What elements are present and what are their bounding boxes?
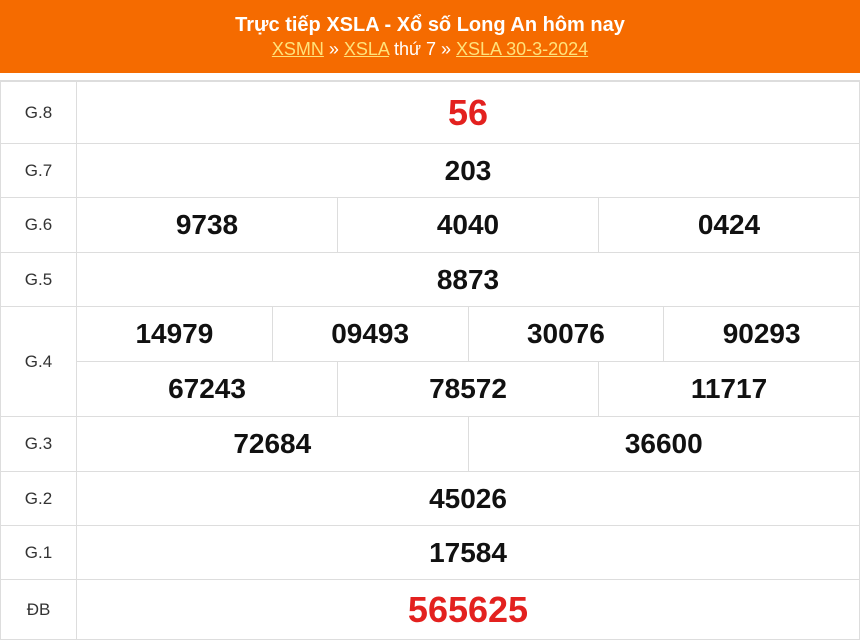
prize-number: 203 [76, 143, 860, 198]
row-g4: G.4 14979 09493 30076 90293 [0, 306, 860, 417]
prize-label: G.4 [0, 306, 77, 417]
row-g8: G.8 56 [0, 81, 860, 144]
row-g4b: 67243 78572 11717 [1, 361, 860, 417]
prize-number: 78572 [337, 362, 598, 416]
breadcrumb: XSMN » XSLA thứ 7 » XSLA 30-3-2024 [0, 38, 860, 60]
prize-number: 45026 [76, 471, 860, 526]
prize-number: 36600 [467, 417, 860, 471]
row-g5: G.5 8873 [0, 252, 860, 307]
header: Trực tiếp XSLA - Xổ số Long An hôm nay X… [0, 0, 860, 73]
row-g6: G.6 9738 4040 0424 [0, 197, 860, 253]
row-g7: G.7 203 [0, 143, 860, 198]
row-special: ĐB 565625 [0, 579, 860, 640]
prize-label: G.2 [0, 471, 77, 526]
prize-number: 4040 [337, 198, 598, 252]
prize-number: 17584 [76, 525, 860, 580]
prize-label: ĐB [0, 579, 77, 640]
prize-number: 11717 [598, 362, 859, 416]
prize-number: 8873 [76, 252, 860, 307]
link-xsmn[interactable]: XSMN [271, 39, 324, 59]
prize-label: G.1 [0, 525, 77, 580]
prize-label: G.8 [0, 81, 77, 144]
special-prize-number: 565625 [76, 579, 860, 640]
prize-number: 0424 [598, 198, 859, 252]
results-table: G.8 56 G.7 203 G.6 9738 4040 0424 G.5 8873 G.4… [0, 81, 860, 640]
row-g3: G.3 72684 36600 [0, 416, 860, 472]
prize-number: 90293 [663, 307, 859, 361]
prize-number: 30076 [467, 307, 664, 361]
link-xsla-date[interactable]: XSLA 30-3-2024 [456, 39, 589, 59]
prize-number: 72684 [233, 428, 312, 459]
row-g2: G.2 45026 [0, 471, 860, 526]
link-xsla[interactable]: XSLA [343, 39, 389, 59]
page-title: Trực tiếp XSLA - Xổ số Long An hôm nay [235, 14, 625, 36]
prize-number: 9738 [175, 209, 239, 240]
prize-label: G.5 [0, 252, 77, 307]
prize-label: G.3 [0, 416, 77, 472]
prize-label: G.7 [0, 143, 77, 198]
separator: » [436, 39, 457, 59]
prize-number: 67243 [168, 373, 246, 404]
prize-number: 56 [76, 81, 860, 144]
separator: » [323, 39, 344, 59]
prize-number: 09493 [271, 307, 468, 361]
prize-number: 14979 [135, 318, 214, 349]
weekday-text: thứ 7 [388, 39, 437, 59]
prize-label: G.6 [0, 197, 77, 253]
row-g1: G.1 17584 [0, 525, 860, 580]
